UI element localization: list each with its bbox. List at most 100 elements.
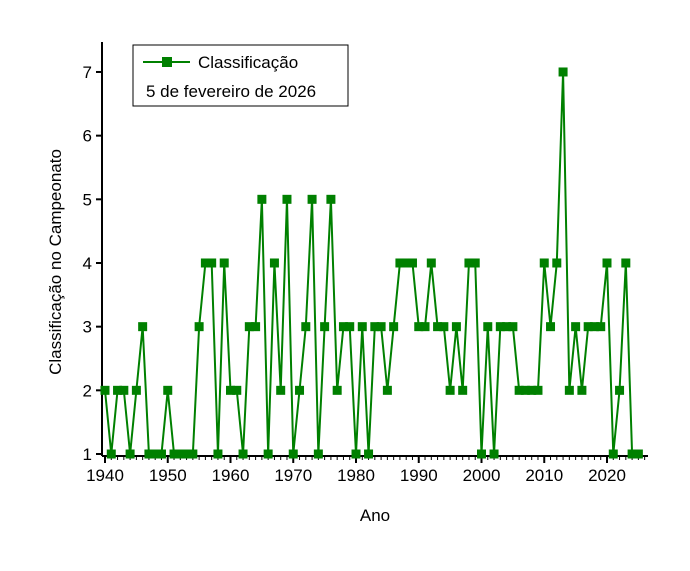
data-point xyxy=(539,258,549,268)
data-point xyxy=(244,322,254,332)
data-point xyxy=(351,449,361,459)
data-point xyxy=(571,322,581,332)
data-point xyxy=(188,449,198,459)
data-point xyxy=(125,449,135,459)
data-point xyxy=(602,258,612,268)
data-point xyxy=(520,385,530,395)
data-point xyxy=(458,385,468,395)
data-point xyxy=(106,449,116,459)
data-point xyxy=(276,385,286,395)
x-tick-label: 1940 xyxy=(86,466,124,485)
y-tick-label: 4 xyxy=(83,254,92,273)
data-point xyxy=(615,385,625,395)
data-point xyxy=(144,449,154,459)
data-point xyxy=(527,385,537,395)
legend: Classificação 5 de fevereiro de 2026 xyxy=(132,44,349,107)
x-tick-label: 2010 xyxy=(525,466,563,485)
data-point xyxy=(194,322,204,332)
data-point xyxy=(307,194,317,204)
data-point xyxy=(150,449,160,459)
x-tick-label: 1970 xyxy=(274,466,312,485)
y-tick-label: 7 xyxy=(83,63,92,82)
data-point xyxy=(226,385,235,395)
data-point xyxy=(376,322,386,332)
data-point xyxy=(552,258,562,268)
data-point xyxy=(420,322,430,332)
y-tick-label: 6 xyxy=(83,127,92,146)
data-point xyxy=(596,322,606,332)
data-point xyxy=(426,258,436,268)
y-tick-label: 5 xyxy=(83,190,92,209)
data-point xyxy=(633,449,643,459)
data-point xyxy=(389,322,399,332)
data-point xyxy=(251,322,261,332)
data-point xyxy=(263,449,273,459)
data-point xyxy=(608,449,618,459)
data-point xyxy=(451,322,461,332)
data-point xyxy=(163,385,173,395)
legend-series-name: Classificação xyxy=(198,53,298,72)
data-point xyxy=(508,322,518,332)
data-point xyxy=(175,449,185,459)
data-point xyxy=(495,322,505,332)
data-point xyxy=(370,322,380,332)
data-point xyxy=(169,449,179,459)
data-point xyxy=(564,385,574,395)
data-point xyxy=(320,322,330,332)
data-point xyxy=(621,258,631,268)
data-point xyxy=(589,322,599,332)
data-point xyxy=(477,449,486,459)
data-point xyxy=(627,449,637,459)
data-point xyxy=(514,385,524,395)
data-point xyxy=(138,322,148,332)
y-tick-label: 3 xyxy=(83,318,92,337)
y-tick-label: 1 xyxy=(83,445,92,464)
legend-subtitle: 5 de fevereiro de 2026 xyxy=(146,82,316,101)
data-point xyxy=(502,322,512,332)
data-point xyxy=(313,449,323,459)
x-tick-label: 1960 xyxy=(212,466,250,485)
data-point xyxy=(295,385,305,395)
data-point xyxy=(100,385,110,395)
data-point xyxy=(119,385,129,395)
data-point xyxy=(445,385,455,395)
data-point xyxy=(182,449,192,459)
data-point xyxy=(470,258,480,268)
data-point xyxy=(433,322,443,332)
data-point xyxy=(301,322,311,332)
data-point xyxy=(345,322,355,332)
data-point xyxy=(156,449,166,459)
data-point xyxy=(232,385,242,395)
data-point xyxy=(577,385,587,395)
data-point xyxy=(213,449,223,459)
data-point xyxy=(558,67,568,77)
data-point xyxy=(382,385,392,395)
data-point xyxy=(338,322,348,332)
data-point xyxy=(439,322,449,332)
x-axis-label: Ano xyxy=(360,506,390,525)
data-point xyxy=(207,258,217,268)
y-axis-label: Classificação no Campeonato xyxy=(46,149,65,375)
data-point xyxy=(533,385,543,395)
legend-box xyxy=(132,44,349,107)
y-tick-label: 2 xyxy=(83,381,92,400)
data-point xyxy=(364,449,374,459)
data-point xyxy=(395,258,405,268)
x-tick-label: 1980 xyxy=(337,466,375,485)
data-point xyxy=(546,322,556,332)
data-point xyxy=(483,322,493,332)
x-tick-label: 1990 xyxy=(400,466,438,485)
data-point xyxy=(583,322,593,332)
data-point xyxy=(113,385,123,395)
data-point xyxy=(200,258,210,268)
data-point xyxy=(282,194,292,204)
data-point xyxy=(326,194,336,204)
data-point xyxy=(357,322,367,332)
data-point xyxy=(464,258,474,268)
data-point xyxy=(288,449,298,459)
data-point xyxy=(414,322,424,332)
x-tick-label: 1950 xyxy=(149,466,187,485)
data-point xyxy=(407,258,417,268)
x-tick-label: 2000 xyxy=(463,466,501,485)
